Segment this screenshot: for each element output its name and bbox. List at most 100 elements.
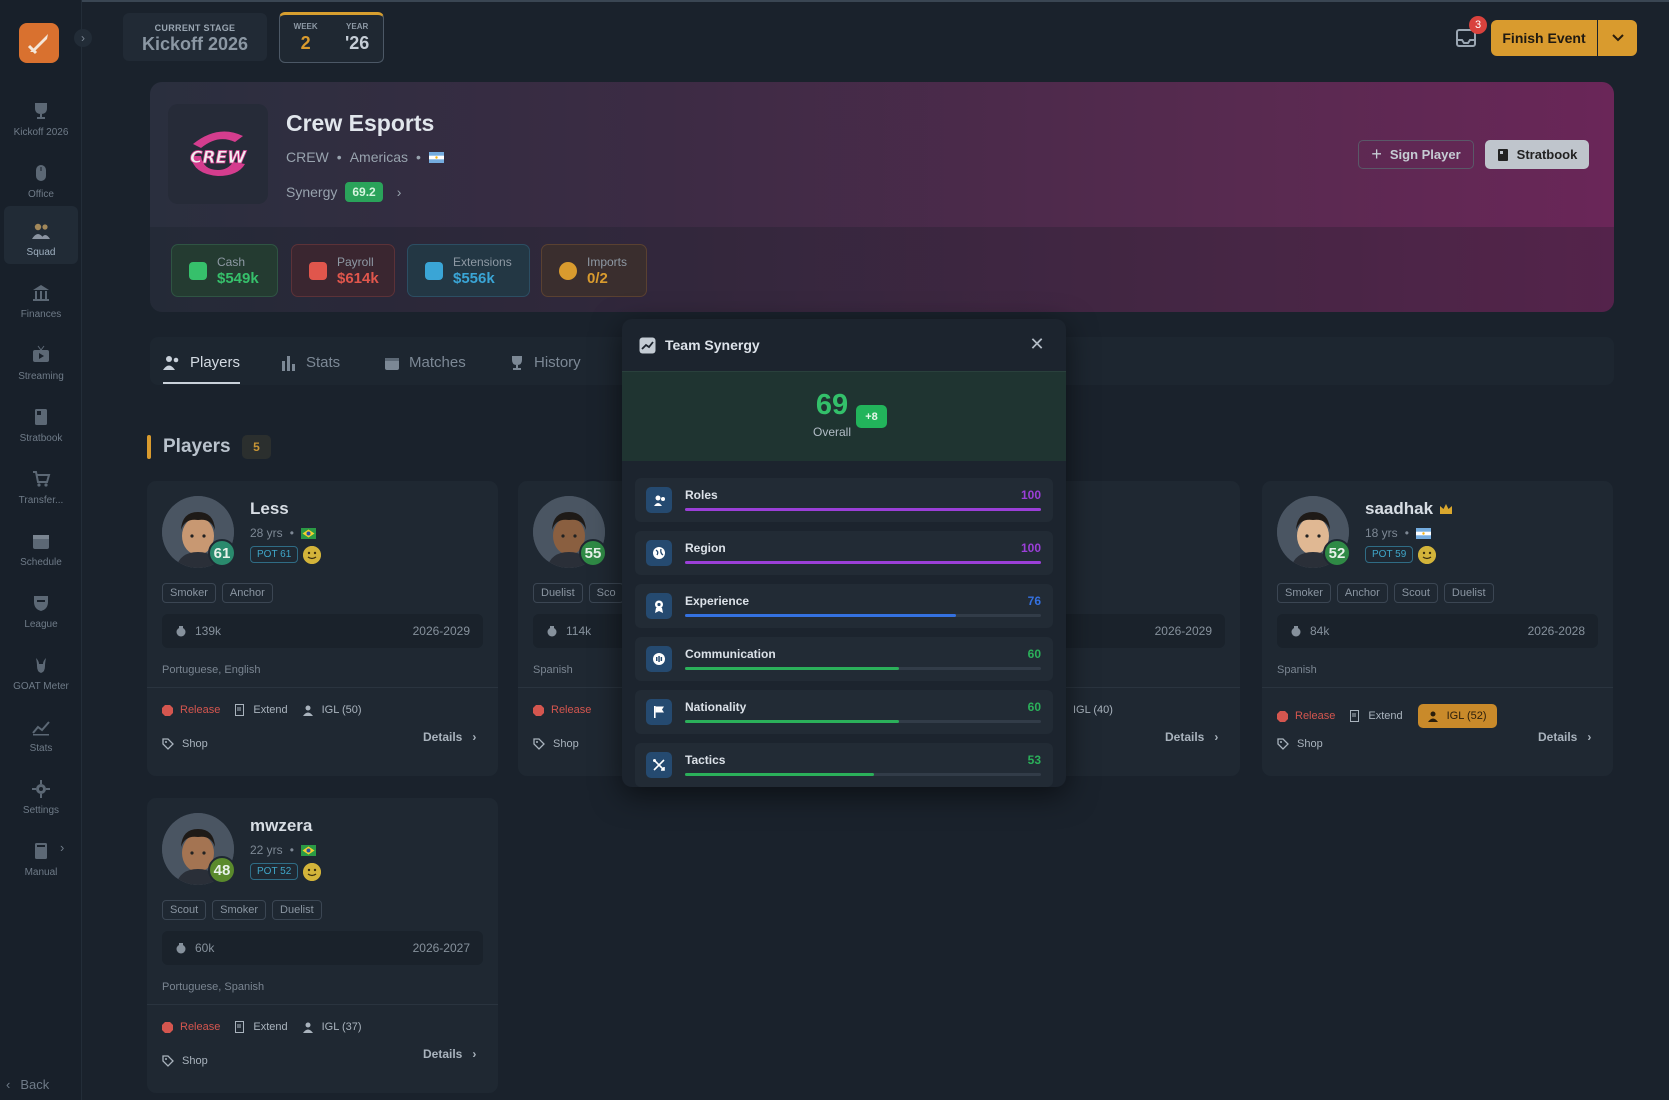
shop-button[interactable]: Shop [1277, 738, 1323, 750]
synergy-row-label: Communication [685, 647, 776, 661]
sidebar-item-label: Kickoff 2026 [13, 127, 69, 138]
player-card[interactable]: 61 Less 28 yrs • POT 61 Smoker Anchor 139k 2026-… [147, 481, 498, 776]
details-label: Details [1538, 730, 1578, 744]
payroll-box: Payroll $614k [291, 244, 395, 297]
sidebar-item-office[interactable]: Office [4, 148, 78, 206]
finish-event-button[interactable]: Finish Event [1491, 20, 1597, 56]
synergy-progress-track [685, 720, 1041, 723]
app-logo[interactable] [19, 23, 59, 63]
sidebar-item-squad[interactable]: Squad [4, 206, 78, 264]
synergy-row-value: 53 [1027, 753, 1041, 767]
player-card[interactable]: 48 mwzera 22 yrs • POT 52 Scout Smoker Duelist 6… [147, 798, 498, 1093]
sidebar-item-schedule[interactable]: Schedule [4, 516, 78, 574]
current-stage: CURRENT STAGE Kickoff 2026 [123, 13, 267, 61]
details-button[interactable]: Details › [1165, 730, 1218, 744]
book-icon [35, 409, 47, 425]
tag-icon [162, 738, 174, 750]
extend-button[interactable]: Extend [1350, 710, 1403, 722]
synergy-row[interactable]: Synergy 69.2 › [286, 182, 401, 202]
sidebar-item-label: Finances [20, 309, 62, 320]
sidebar-item-stratbook[interactable]: Stratbook [4, 392, 78, 450]
sign-player-button[interactable]: + Sign Player [1358, 140, 1474, 169]
chevron-right-icon[interactable]: › [60, 840, 65, 855]
igl-button[interactable]: IGL (52) [1417, 704, 1497, 728]
chevron-right-icon: › [472, 1047, 477, 1061]
synergy-row-value: 60 [1027, 700, 1041, 714]
sidebar-expand-button[interactable]: › [74, 29, 92, 47]
details-button[interactable]: Details › [1538, 730, 1591, 744]
player-age: 18 yrs [1365, 526, 1398, 540]
user-plus-icon [1427, 711, 1438, 722]
tab-stats[interactable]: Stats [281, 354, 340, 371]
shop-button[interactable]: Shop [162, 738, 208, 750]
sidebar-item-settings[interactable]: Settings [4, 764, 78, 822]
contract-years: 2026-2029 [1154, 624, 1212, 638]
tab-matches[interactable]: Matches [384, 354, 466, 371]
card-actions: Release Extend IGL (37) [162, 1021, 362, 1033]
sidebar-item-transfer[interactable]: Transfer... [4, 454, 78, 512]
player-name[interactable]: mwzera [250, 816, 312, 836]
release-button[interactable]: Release [1277, 710, 1335, 722]
player-card[interactable]: 52 saadhak 18 yrs • POT 59 Smoker Anchor Scout D… [1262, 481, 1613, 776]
synergy-progress-fill [685, 720, 899, 723]
sidebar-item-streaming[interactable]: Streaming [4, 330, 78, 388]
release-button[interactable]: Release [533, 704, 591, 716]
contract-years: 2026-2029 [412, 624, 470, 638]
avatar [162, 813, 234, 885]
close-icon[interactable]: ✕ [1029, 333, 1045, 354]
synergy-row-label: Region [685, 541, 726, 555]
salary: 60k [195, 941, 215, 955]
back-button[interactable]: ‹ Back [6, 1077, 49, 1092]
card-divider [147, 1004, 498, 1005]
chevron-right-icon: › [1587, 730, 1592, 744]
modal-title: Team Synergy [665, 337, 760, 353]
inbox-count-badge: 3 [1469, 16, 1487, 34]
role-tag: Sco [588, 583, 624, 603]
sidebar-item-goat-meter[interactable]: GOAT Meter [4, 640, 78, 698]
sidebar-item-league[interactable]: League [4, 578, 78, 636]
details-button[interactable]: Details › [423, 1047, 476, 1061]
role-tag: Scout [162, 900, 207, 920]
sidebar-item-manual[interactable]: Manual › [4, 826, 78, 884]
player-name-text: saadhak [1365, 499, 1434, 518]
tab-players[interactable]: Players [163, 354, 240, 371]
contract-row: 60k 2026-2027 [162, 931, 483, 965]
shop-button[interactable]: Shop [533, 738, 579, 750]
igl-button[interactable]: IGL (50) [302, 704, 362, 716]
igl-button[interactable]: IGL (37) [302, 1021, 362, 1033]
team-logo-text: CREW [190, 148, 247, 168]
argentina-flag-icon [1415, 527, 1431, 539]
sidebar-item-kickoff-2026[interactable]: Kickoff 2026 [4, 86, 78, 144]
player-name[interactable]: saadhak [1365, 499, 1453, 519]
inbox-icon[interactable] [1455, 27, 1477, 49]
tab-history[interactable]: History [509, 354, 581, 371]
extend-button[interactable]: Extend [235, 704, 288, 716]
details-label: Details [423, 1047, 463, 1061]
tag-icon [533, 738, 545, 750]
languages: Portuguese, English [162, 664, 261, 676]
release-button[interactable]: Release [162, 1021, 220, 1033]
contract-row: 84k 2026-2028 [1277, 614, 1598, 648]
argentina-flag-icon [428, 151, 444, 163]
extend-button[interactable]: Extend [235, 1021, 288, 1033]
crown-icon [1440, 504, 1453, 514]
money-bag-icon [547, 626, 557, 637]
role-tag: Smoker [162, 583, 216, 603]
stratbook-button[interactable]: Stratbook [1485, 140, 1589, 169]
shop-button[interactable]: Shop [162, 1055, 208, 1067]
plus-icon: + [1371, 144, 1382, 164]
sidebar-item-label: Transfer... [18, 495, 64, 506]
salary: 84k [1310, 624, 1330, 638]
details-button[interactable]: Details › [423, 730, 476, 744]
calendar-icon [425, 262, 443, 280]
sidebar-item-finances[interactable]: Finances [4, 268, 78, 326]
release-button[interactable]: Release [162, 704, 220, 716]
player-name[interactable]: Less [250, 499, 289, 519]
sidebar-item-label: League [24, 619, 58, 630]
synergy-progress-fill [685, 667, 899, 670]
receipt-icon [309, 262, 327, 280]
tactics-icon [646, 752, 672, 778]
sidebar-item-stats[interactable]: Stats [4, 702, 78, 760]
finish-event-dropdown[interactable] [1598, 20, 1637, 56]
document-edit-icon [235, 1021, 245, 1033]
